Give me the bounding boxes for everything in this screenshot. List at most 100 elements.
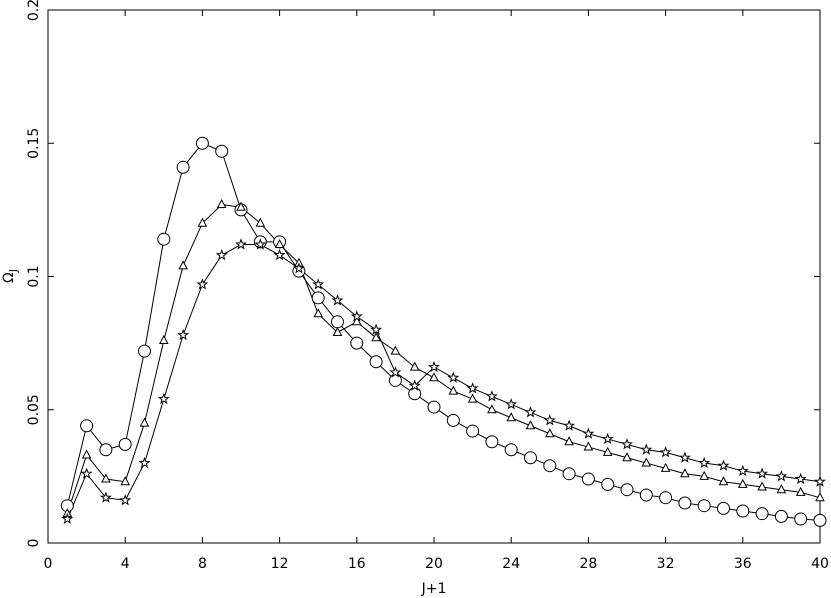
data-point-circle xyxy=(620,483,634,497)
data-point-triangle xyxy=(564,436,574,446)
data-point-triangle xyxy=(544,428,555,438)
data-point-star xyxy=(505,398,518,410)
data-point-circle xyxy=(99,443,113,457)
data-point-star xyxy=(717,459,730,471)
x-tick-label: 24 xyxy=(502,556,520,572)
data-point-star xyxy=(659,446,672,458)
data-point-circle xyxy=(118,437,132,451)
data-point-triangle xyxy=(101,473,111,483)
data-point-triangle xyxy=(737,478,748,488)
data-point-star xyxy=(582,427,595,439)
x-tick-label: 0 xyxy=(44,556,53,572)
data-point-star xyxy=(370,323,383,335)
data-point-circle xyxy=(138,344,151,358)
data-point-star xyxy=(447,371,460,383)
y-axis-label-main: Ω xyxy=(1,272,17,283)
data-point-circle xyxy=(80,419,94,433)
data-point-star xyxy=(698,456,711,469)
data-point-triangle xyxy=(487,404,497,414)
data-point-triangle xyxy=(429,372,439,382)
data-point-star xyxy=(814,475,826,487)
data-point-circle xyxy=(813,513,827,527)
data-point-circle xyxy=(350,336,364,350)
data-point-star xyxy=(119,494,132,506)
data-point-star xyxy=(215,248,228,261)
y-tick-label: 0.15 xyxy=(26,128,42,159)
data-point-circle xyxy=(369,355,383,369)
data-point-triangle xyxy=(757,481,767,491)
data-point-circle xyxy=(794,512,808,526)
data-point-circle xyxy=(639,488,653,502)
data-point-star xyxy=(80,467,93,479)
data-point-triangle xyxy=(602,446,613,456)
data-point-circle xyxy=(736,504,750,518)
data-point-star xyxy=(254,238,267,250)
data-point-triangle xyxy=(371,332,381,342)
data-point-triangle xyxy=(641,457,652,467)
data-point-star xyxy=(794,472,807,485)
data-point-star xyxy=(756,467,769,479)
data-point-circle xyxy=(388,373,402,387)
data-point-circle xyxy=(774,509,788,523)
data-point-star xyxy=(640,443,653,455)
data-point-circle xyxy=(408,387,422,401)
data-point-triangle xyxy=(660,462,671,472)
data-point-triangle xyxy=(525,420,536,430)
data-point-triangle xyxy=(139,417,150,427)
data-point-star xyxy=(601,432,614,445)
data-point-star xyxy=(408,379,421,391)
series-line-triangle xyxy=(66,204,821,514)
data-point-triangle xyxy=(390,345,401,355)
data-point-circle xyxy=(215,144,229,158)
data-point-star xyxy=(177,328,190,341)
data-point-triangle xyxy=(622,452,632,462)
data-point-circle xyxy=(524,451,537,465)
data-point-star xyxy=(235,238,247,250)
data-point-star xyxy=(466,382,479,394)
x-tick-label: 40 xyxy=(811,556,829,572)
x-tick-labels: 0 4 8 12 16 20 24 28 32 36 40 xyxy=(44,556,829,572)
data-point-circle xyxy=(466,424,480,438)
x-tick-label: 12 xyxy=(271,556,289,572)
data-point-circle xyxy=(331,315,344,329)
tick-marks xyxy=(47,9,821,544)
x-tick-label: 16 xyxy=(348,556,366,572)
data-point-triangle xyxy=(197,217,208,227)
y-axis-label: ΩJ xyxy=(1,269,20,283)
x-tick-label: 36 xyxy=(734,556,752,572)
data-point-circle xyxy=(659,491,673,505)
y-tick-labels: 0 0.05 0.1 0.15 0.2 xyxy=(26,0,42,547)
data-point-triangle xyxy=(216,198,227,209)
data-point-star xyxy=(292,262,305,274)
data-point-star xyxy=(485,390,498,402)
data-point-star xyxy=(273,248,286,261)
data-point-circle xyxy=(601,477,615,491)
data-point-triangle xyxy=(313,308,324,318)
data-point-triangle xyxy=(274,238,285,249)
y-tick-label: 0 xyxy=(26,539,42,548)
data-point-star xyxy=(678,451,691,463)
data-point-triangle xyxy=(409,361,420,371)
data-point-star xyxy=(157,392,170,405)
series-line-star xyxy=(66,244,821,520)
data-point-triangle xyxy=(506,412,517,422)
data-point-triangle xyxy=(718,476,729,486)
series-markers xyxy=(60,136,827,527)
data-point-star xyxy=(350,310,363,322)
data-point-triangle xyxy=(81,449,92,459)
data-point-triangle xyxy=(351,316,362,326)
data-point-circle xyxy=(485,435,499,449)
data-point-triangle xyxy=(795,486,806,496)
data-point-star xyxy=(99,491,112,503)
data-point-triangle xyxy=(255,217,266,227)
y-tick-label: 0.2 xyxy=(26,0,42,21)
data-point-triangle xyxy=(699,470,710,480)
data-point-star xyxy=(61,512,74,525)
data-point-star xyxy=(196,278,209,290)
data-point-triangle xyxy=(583,441,594,451)
data-point-circle xyxy=(176,160,190,174)
data-point-star xyxy=(524,406,537,418)
y-axis-label-subscript: J xyxy=(7,269,20,273)
data-point-triangle xyxy=(680,468,690,478)
